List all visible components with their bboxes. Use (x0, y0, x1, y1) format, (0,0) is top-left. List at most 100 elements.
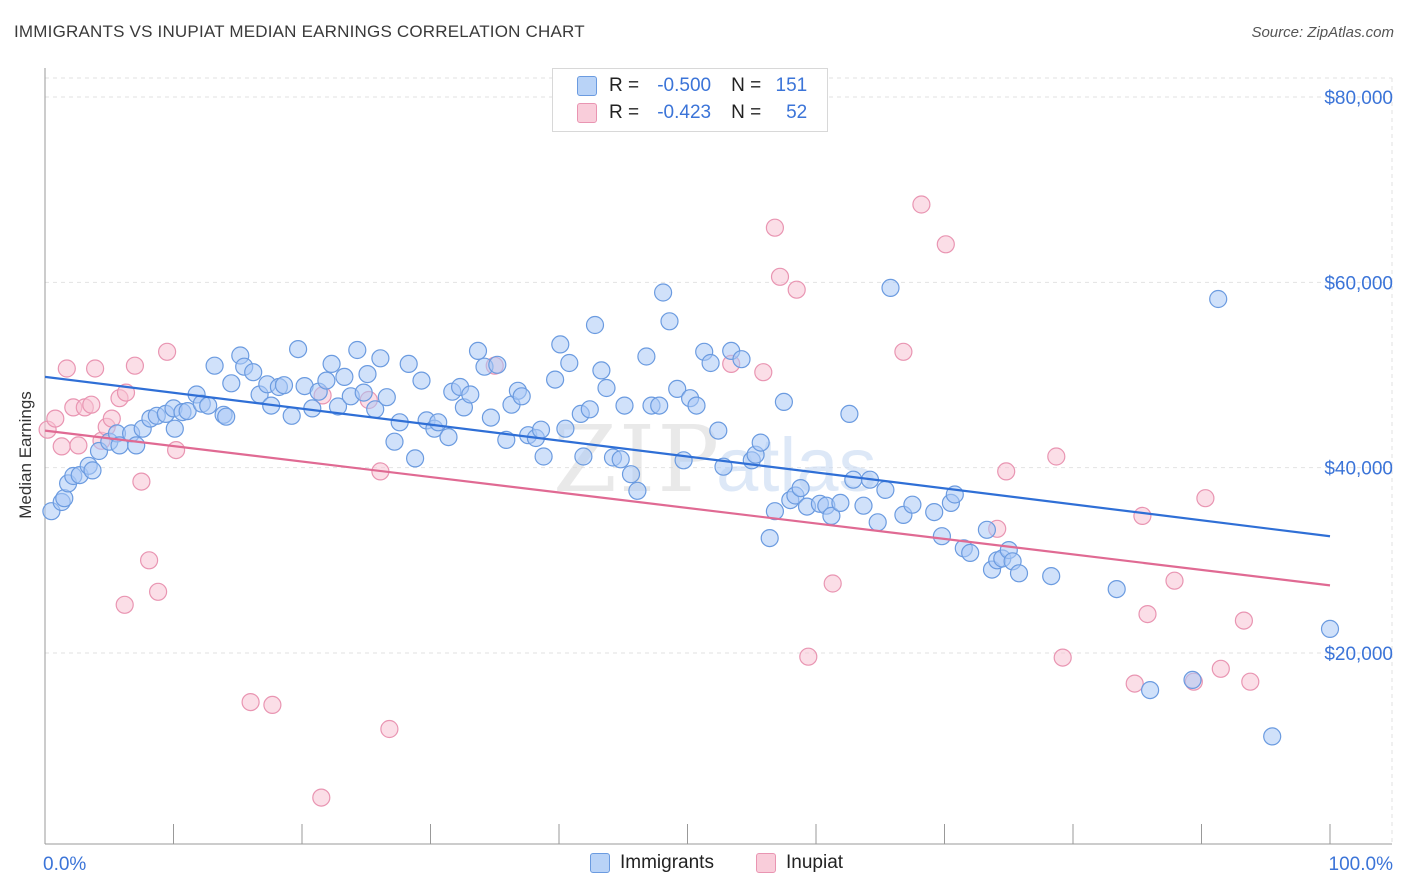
inupiat-point (82, 395, 101, 414)
legend-r-label: R = (609, 102, 640, 123)
trend-lines (44, 375, 1331, 587)
immigrants-point (385, 432, 404, 451)
immigrants-point (650, 396, 669, 415)
immigrants-point (1183, 670, 1202, 690)
y-tick-label: $20,000 (1324, 644, 1393, 665)
immigrants-point (481, 408, 500, 427)
immigrants-point (488, 355, 507, 374)
y-axis-label: Median Earnings (16, 391, 35, 519)
inupiat-point (167, 441, 186, 460)
immigrants-point (222, 374, 241, 393)
immigrants-point (925, 502, 944, 522)
tick-labels: $20,000 $40,000 $60,000 $80,000 0.0% 100.0% (43, 88, 1393, 875)
inupiat-point (312, 788, 331, 807)
immigrants-point (653, 283, 673, 302)
inupiat-point (1211, 659, 1230, 678)
immigrants-point (977, 520, 997, 539)
bottom-legend-label: Inupiat (786, 852, 844, 873)
immigrants-point (1107, 579, 1126, 599)
inupiat-point (936, 235, 955, 254)
inupiat-point (1047, 447, 1066, 466)
chart-source: Source: ZipAtlas.com (1251, 24, 1394, 41)
immigrants-point (961, 543, 980, 563)
immigrants-point (274, 376, 294, 395)
immigrants-point (412, 371, 431, 390)
immigrants-swatch (590, 853, 610, 873)
immigrants-point (371, 349, 390, 368)
immigrants-point (791, 479, 810, 498)
inupiat-point (380, 719, 399, 739)
immigrants-point (406, 449, 425, 468)
legend-r-value: -0.500 (657, 75, 712, 96)
immigrants-point (512, 387, 531, 406)
immigrants-point (1009, 564, 1029, 583)
axes (44, 68, 1392, 845)
inupiat-point (823, 574, 842, 593)
inupiat-point (69, 436, 88, 455)
immigrants-point (178, 402, 197, 421)
immigrants-point (854, 496, 873, 515)
inupiat-point (115, 595, 134, 614)
inupiat-point (1133, 506, 1152, 526)
y-tick-label: $60,000 (1324, 273, 1393, 294)
immigrants-point (1209, 289, 1228, 309)
immigrants-point (282, 406, 301, 425)
inupiat-point (158, 342, 177, 361)
immigrants-point (534, 447, 553, 466)
immigrants-point (760, 528, 779, 548)
immigrants-points (42, 278, 1340, 746)
inupiat-point (1165, 571, 1184, 590)
inupiat-point (263, 695, 282, 715)
legend-n-value: 52 (786, 102, 808, 123)
inupiat-point (1241, 672, 1260, 691)
immigrants-point (545, 370, 565, 389)
inupiat-point (1234, 611, 1254, 630)
legend-n-label: N = (731, 102, 762, 123)
immigrants-point (429, 413, 448, 432)
inupiat-point (1125, 674, 1144, 693)
immigrants-point (751, 433, 770, 452)
immigrants-point (377, 388, 396, 407)
immigrants-point (615, 396, 634, 415)
inupiat-point (125, 356, 144, 375)
immigrants-point (1263, 727, 1282, 746)
inupiat-point (46, 409, 65, 428)
inupiat-point (57, 359, 76, 378)
immigrants-point (585, 315, 605, 335)
inupiat-swatch (756, 853, 776, 873)
correlation-legend: R = -0.500 N = 151 R = -0.423 N = 52 (552, 68, 828, 132)
inupiat-point (85, 359, 105, 378)
immigrants-point (439, 428, 458, 447)
immigrants-point (932, 527, 952, 546)
immigrants-point (574, 447, 593, 466)
inupiat-point (149, 582, 168, 601)
immigrants-point (628, 481, 647, 500)
immigrants-point (322, 354, 341, 373)
immigrants-point (358, 365, 377, 384)
inupiat-trend-line (44, 429, 1331, 587)
y-tick-label: $40,000 (1324, 459, 1393, 480)
immigrants-point (55, 489, 74, 508)
immigrants-point (580, 400, 599, 419)
inupiat-point (765, 218, 785, 237)
immigrants-point (335, 367, 354, 386)
immigrants-point (399, 354, 418, 373)
immigrants-point (637, 347, 656, 366)
legend-r-value: -0.423 (657, 102, 712, 123)
immigrants-point (881, 278, 900, 297)
legend-n-label: N = (731, 75, 762, 96)
immigrants-point (597, 378, 616, 398)
immigrants-point (831, 493, 850, 512)
immigrants-point (592, 361, 611, 380)
immigrants-point (217, 407, 236, 426)
inupiat-point (997, 462, 1016, 481)
immigrants-point (165, 419, 184, 438)
immigrants-point (1320, 619, 1340, 639)
immigrants-point (701, 353, 720, 373)
bottom-legend-label: Immigrants (620, 852, 714, 873)
immigrants-point (317, 371, 336, 390)
inupiat-point (912, 195, 931, 214)
chart-title: IMMIGRANTS VS INUPIAT MEDIAN EARNINGS CO… (14, 22, 585, 41)
inupiat-point (1053, 648, 1072, 667)
inupiat-point (241, 692, 260, 712)
